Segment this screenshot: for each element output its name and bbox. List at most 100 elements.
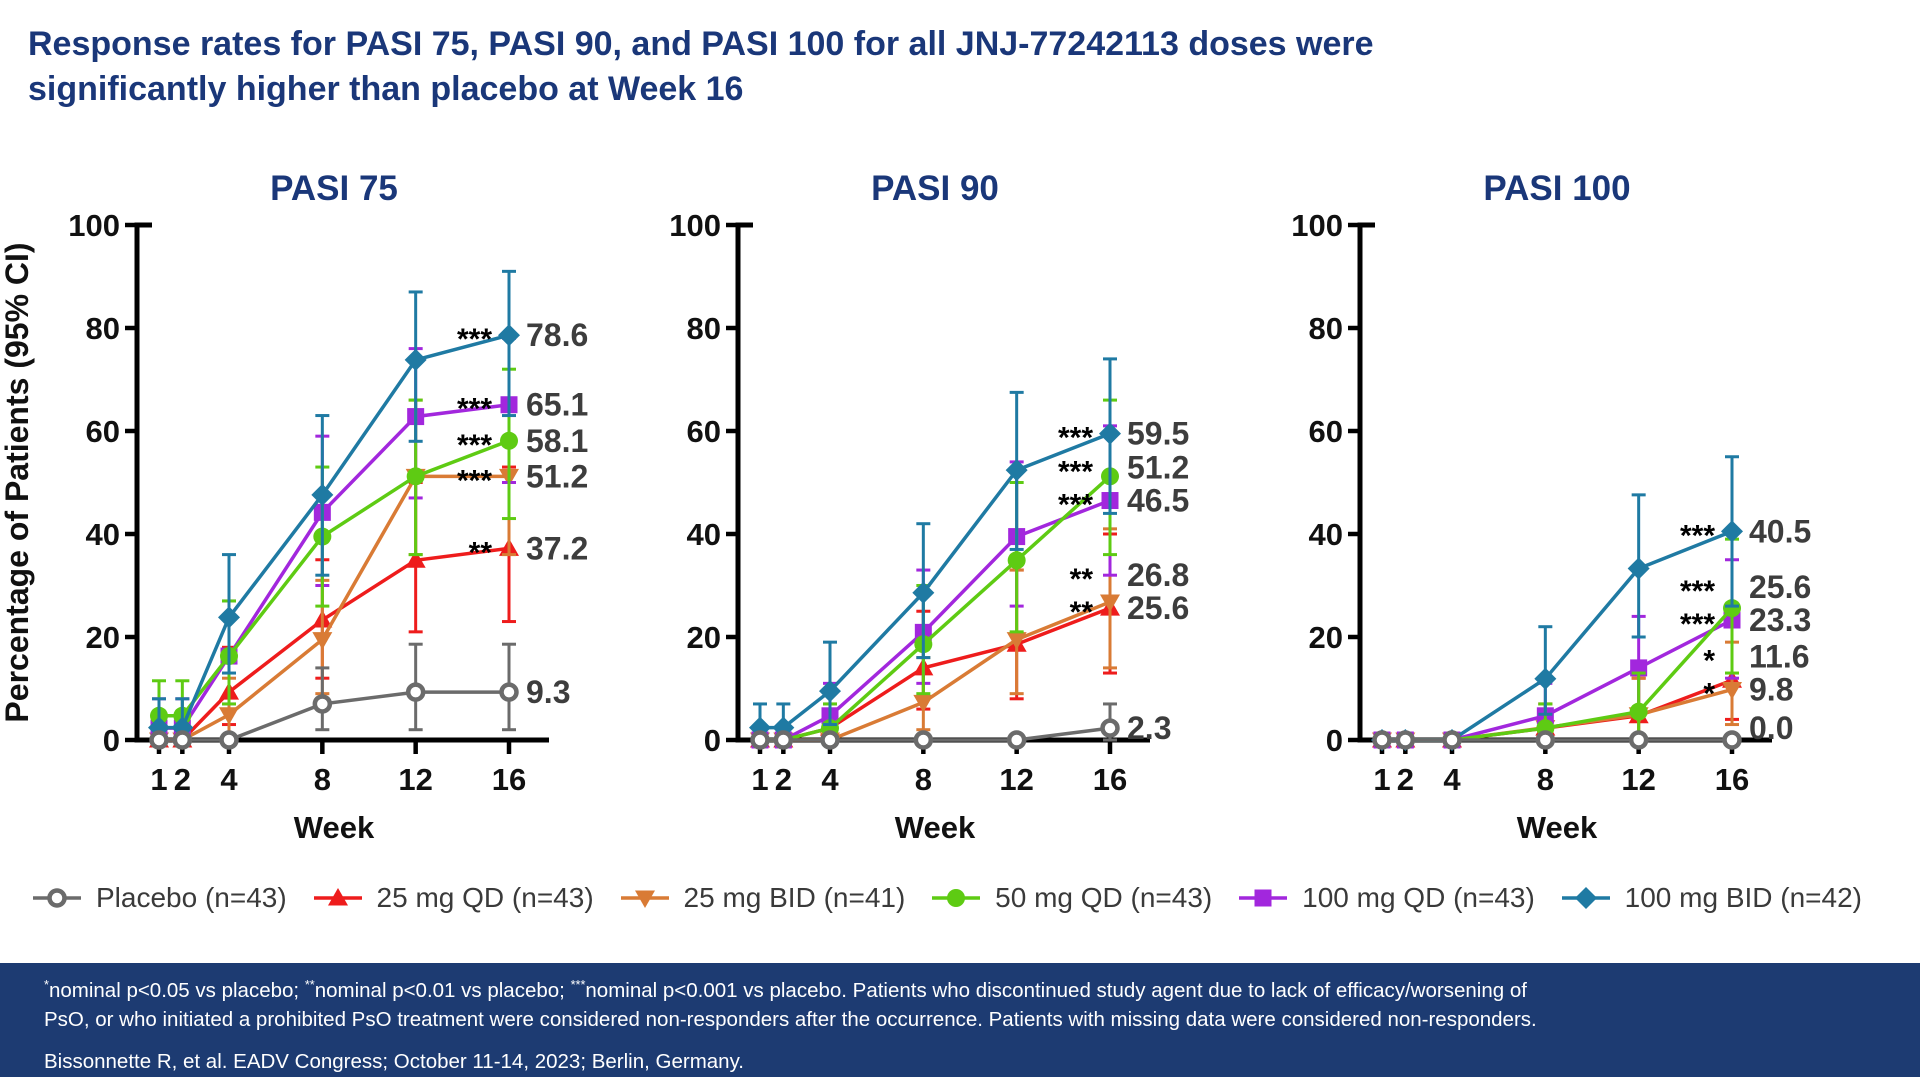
end-value-label: 0.0 <box>1749 710 1793 746</box>
series-25-mg-bid-n-41- <box>750 527 1120 750</box>
end-value-label: 46.5 <box>1127 483 1189 519</box>
x-axis-label: Week <box>895 810 976 845</box>
end-value-label: 26.8 <box>1127 557 1189 593</box>
svg-text:2: 2 <box>174 762 191 797</box>
significance-stars: *** <box>457 464 492 497</box>
svg-text:100: 100 <box>68 208 120 243</box>
page-title: Response rates for PASI 75, PASI 90, and… <box>28 25 1374 108</box>
svg-text:100: 100 <box>1291 208 1343 243</box>
svg-text:8: 8 <box>915 762 932 797</box>
series-placebo-n-43- <box>149 642 519 750</box>
svg-text:12: 12 <box>999 762 1033 797</box>
circle-open-icon <box>33 888 81 908</box>
svg-text:40: 40 <box>687 517 721 552</box>
legend-item-25-mg-qd-n-43: 25 mg QD (n=43) <box>311 882 594 914</box>
charts-row: PASI 75 0 20 40 60 80 100 1 2 4 8 12 16 Week Percentag… <box>0 150 1920 850</box>
svg-text:20: 20 <box>687 620 721 655</box>
legend-label: 100 mg QD (n=43) <box>1302 882 1535 913</box>
svg-text:40: 40 <box>86 517 120 552</box>
significance-footnote: *nominal p<0.05 vs placebo; **nominal p<… <box>44 977 1537 1032</box>
svg-text:2: 2 <box>775 762 792 797</box>
legend-label: Placebo (n=43) <box>96 882 287 913</box>
significance-stars: ** <box>1070 563 1094 596</box>
svg-text:16: 16 <box>492 762 526 797</box>
svg-text:60: 60 <box>687 414 721 449</box>
legend-label: 25 mg QD (n=43) <box>376 882 594 913</box>
end-value-label: 59.5 <box>1127 416 1189 452</box>
significance-stars: *** <box>1680 519 1715 552</box>
citation: Bissonnette R, et al. EADV Congress; Oct… <box>44 1050 744 1074</box>
significance-stars: *** <box>1058 456 1093 489</box>
end-value-label: 40.5 <box>1749 513 1811 549</box>
significance-stars: *** <box>1058 422 1093 455</box>
x-axis-label: Week <box>1517 810 1598 845</box>
significance-stars: *** <box>1680 575 1715 608</box>
svg-text:0: 0 <box>1326 723 1343 758</box>
series-100-mg-bid-n-42- <box>749 357 1121 742</box>
legend-item-100-mg-qd-n-43: 100 mg QD (n=43) <box>1236 882 1535 914</box>
legend-item-100-mg-bid-n-42: 100 mg BID (n=42) <box>1559 882 1862 914</box>
x-axis-label: Week <box>294 810 375 845</box>
svg-text:0: 0 <box>704 723 721 758</box>
svg-text:100: 100 <box>669 208 721 243</box>
svg-text:4: 4 <box>1443 762 1461 797</box>
svg-text:20: 20 <box>86 620 120 655</box>
legend-item-50-mg-qd-n-43: 50 mg QD (n=43) <box>929 882 1212 914</box>
series-25-mg-qd-n-43- <box>149 465 519 748</box>
chart-title: PASI 75 <box>270 169 398 208</box>
chart-block-pasi-90: PASI 90 0 20 40 60 80 100 1 2 4 8 12 16 Week 2.3 25.6 **… <box>660 150 1290 850</box>
chart-legend: Placebo (n=43) 25 mg QD (n=43) 25 mg BID (… <box>30 882 1862 914</box>
significance-stars: *** <box>457 393 492 426</box>
triangle-up-icon <box>313 888 362 906</box>
significance-stars: *** <box>1058 489 1093 522</box>
svg-text:80: 80 <box>687 311 721 346</box>
end-value-label: 11.6 <box>1749 639 1810 675</box>
svg-text:2: 2 <box>1397 762 1414 797</box>
end-value-label: 65.1 <box>526 387 588 423</box>
chart-title: PASI 90 <box>871 169 999 208</box>
legend-item-25-mg-bid-n-41: 25 mg BID (n=41) <box>618 882 906 914</box>
chart-block-pasi-100: PASI 100 0 20 40 60 80 100 1 2 4 8 12 16 Week 0.0 9.8 * 1… <box>1290 150 1920 850</box>
legend-label: 50 mg QD (n=43) <box>995 882 1213 913</box>
significance-stars: *** <box>457 323 492 356</box>
svg-text:20: 20 <box>1309 620 1343 655</box>
svg-text:1: 1 <box>751 762 768 797</box>
svg-text:0: 0 <box>103 723 120 758</box>
legend-label: 100 mg BID (n=42) <box>1624 882 1862 913</box>
square-icon <box>1239 889 1288 907</box>
end-value-label: 9.8 <box>1749 672 1793 708</box>
svg-text:12: 12 <box>398 762 432 797</box>
y-axis-label: Percentage of Patients (95% CI) <box>0 242 35 722</box>
series-25-mg-qd-n-43- <box>750 532 1120 748</box>
significance-stars: * <box>1703 678 1715 711</box>
svg-text:16: 16 <box>1715 762 1749 797</box>
end-value-label: 23.3 <box>1749 602 1811 638</box>
svg-text:12: 12 <box>1621 762 1655 797</box>
significance-stars: *** <box>457 429 492 462</box>
series-placebo-n-43- <box>750 702 1120 750</box>
footer: *nominal p<0.05 vs placebo; **nominal p<… <box>0 963 1920 1077</box>
svg-text:60: 60 <box>86 414 120 449</box>
significance-stars: ** <box>1070 596 1094 629</box>
svg-text:8: 8 <box>314 762 331 797</box>
legend-item-placebo-n-43: Placebo (n=43) <box>30 882 287 914</box>
svg-text:1: 1 <box>1373 762 1390 797</box>
svg-text:80: 80 <box>1309 311 1343 346</box>
diamond-icon <box>1561 887 1610 909</box>
svg-text:1: 1 <box>150 762 167 797</box>
svg-text:80: 80 <box>86 311 120 346</box>
end-value-label: 58.1 <box>526 423 588 459</box>
circle-icon <box>932 889 981 907</box>
svg-text:8: 8 <box>1537 762 1554 797</box>
significance-stars: ** <box>469 536 493 569</box>
chart-title: PASI 100 <box>1483 169 1630 208</box>
end-value-label: 2.3 <box>1127 710 1171 746</box>
end-value-label: 51.2 <box>1127 450 1189 486</box>
triangle-down-icon <box>620 890 669 908</box>
legend-label: 25 mg BID (n=41) <box>683 882 906 913</box>
series-100-mg-bid-n-42- <box>148 269 520 742</box>
svg-text:60: 60 <box>1309 414 1343 449</box>
